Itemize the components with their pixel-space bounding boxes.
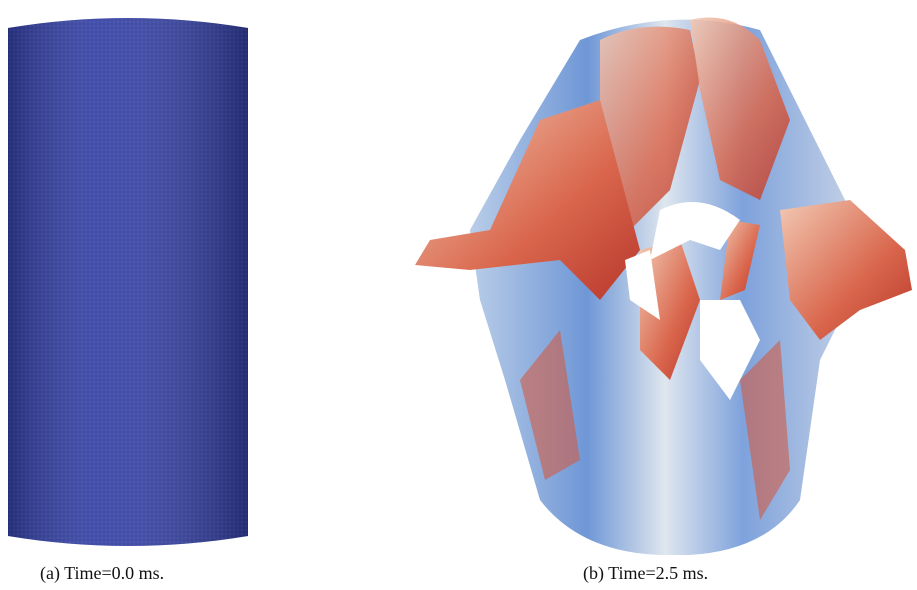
page: (a) Time=0.0 ms. (b) Time=2.5 ms. (() =>… xyxy=(0,0,917,590)
caption-a: (a) Time=0.0 ms. xyxy=(40,563,164,584)
figure-images xyxy=(0,0,917,555)
cylinder-deformed xyxy=(415,18,912,556)
cylinder-initial xyxy=(8,18,248,546)
caption-b: (b) Time=2.5 ms. xyxy=(583,563,708,584)
